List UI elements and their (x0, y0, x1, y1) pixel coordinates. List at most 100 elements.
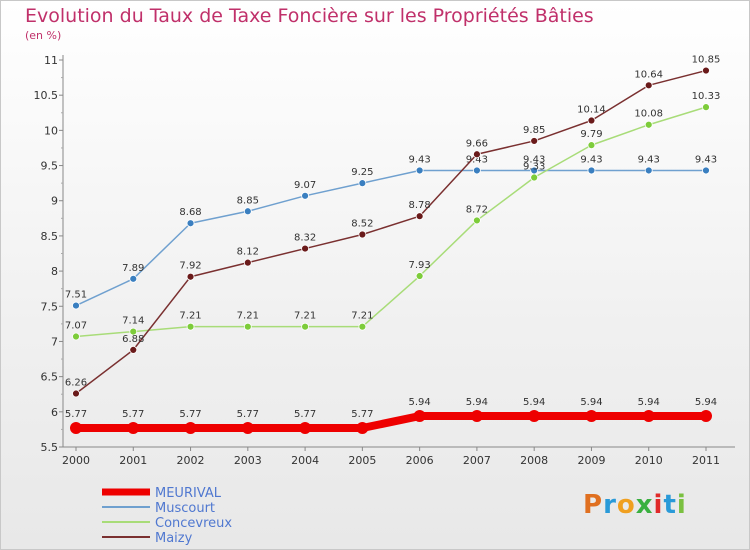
data-label-meurival: 5.77 (179, 409, 201, 420)
data-point-muscourt (358, 179, 367, 188)
y-tick-label: 8 (51, 265, 58, 278)
data-label-muscourt: 8.68 (179, 207, 201, 218)
logo-letter: r (603, 490, 617, 520)
data-label-meurival: 5.94 (523, 397, 545, 408)
legend-label-maizy: Maizy (155, 531, 193, 546)
data-label-meurival: 5.77 (294, 409, 316, 420)
data-label-maizy: 10.85 (692, 55, 721, 66)
data-label-concevreux: 9.79 (580, 129, 602, 140)
logo-letter: x (635, 490, 654, 520)
logo-letter: i (676, 490, 687, 520)
data-label-maizy: 9.85 (523, 125, 545, 136)
series-line-muscourt (75, 169, 707, 307)
unit-label: (en %) (25, 29, 62, 42)
logo-letter: o (616, 490, 636, 520)
data-label-maizy: 8.52 (351, 219, 373, 230)
data-point-concevreux (243, 322, 252, 331)
data-label-muscourt: 9.43 (638, 154, 660, 165)
data-label-meurival: 5.77 (351, 409, 373, 420)
data-point-maizy (587, 116, 596, 125)
data-label-muscourt: 9.43 (409, 154, 431, 165)
data-label-concevreux: 10.33 (692, 91, 721, 102)
data-point-concevreux (530, 173, 539, 182)
data-point-concevreux (186, 322, 195, 331)
data-label-meurival: 5.94 (638, 397, 660, 408)
data-point-meurival (356, 422, 369, 435)
data-label-meurival: 5.94 (409, 397, 431, 408)
x-tick-label: 2009 (577, 454, 605, 467)
x-tick-label: 2006 (406, 454, 434, 467)
x-tick-label: 2008 (520, 454, 548, 467)
data-label-meurival: 5.94 (580, 397, 602, 408)
y-tick-label: 7 (51, 335, 58, 348)
data-point-muscourt (186, 219, 195, 228)
data-point-meurival (700, 410, 712, 423)
data-point-concevreux (415, 272, 424, 280)
data-label-maizy: 10.14 (577, 105, 606, 116)
data-point-maizy (358, 230, 367, 239)
data-label-concevreux: 7.14 (122, 316, 144, 327)
data-point-concevreux (301, 322, 309, 331)
data-point-maizy (186, 272, 195, 281)
logo-letter: i (653, 490, 664, 520)
data-label-meurival: 5.77 (237, 409, 259, 420)
data-label-concevreux: 7.93 (409, 260, 431, 271)
data-point-maizy (243, 258, 252, 267)
data-label-meurival: 5.77 (65, 409, 87, 420)
data-point-maizy (301, 244, 309, 253)
data-point-meurival (642, 410, 655, 423)
data-point-concevreux (587, 141, 596, 150)
data-label-concevreux: 7.21 (237, 311, 259, 322)
data-point-muscourt (415, 166, 424, 175)
x-tick-label: 2000 (62, 454, 90, 467)
data-point-meurival (299, 422, 312, 435)
data-point-muscourt (72, 301, 80, 310)
data-label-muscourt: 9.43 (466, 154, 488, 165)
data-point-maizy (644, 81, 653, 90)
legend-label-concevreux: Concevreux (155, 516, 232, 531)
data-point-meurival (470, 410, 483, 423)
data-point-maizy (72, 389, 80, 398)
data-point-meurival (585, 410, 598, 423)
data-point-maizy (530, 137, 539, 145)
data-label-concevreux: 9.33 (523, 162, 545, 173)
y-tick-label: 6 (51, 406, 58, 419)
data-label-maizy: 6.26 (65, 378, 87, 389)
data-point-muscourt (587, 166, 596, 175)
x-tick-label: 2005 (348, 454, 376, 467)
data-label-muscourt: 9.43 (580, 154, 602, 165)
x-tick-label: 2011 (692, 454, 720, 467)
y-tick-label: 9.5 (41, 160, 59, 173)
data-label-muscourt: 9.43 (523, 154, 545, 165)
y-tick-label: 6.5 (41, 371, 59, 384)
legend-label-muscourt: Muscourt (155, 501, 215, 516)
x-tick-label: 2003 (234, 454, 262, 467)
data-point-concevreux (72, 332, 80, 341)
data-point-meurival (413, 410, 426, 423)
data-point-meurival (127, 422, 140, 435)
y-tick-label: 10 (44, 124, 58, 137)
data-label-muscourt: 7.51 (65, 290, 87, 301)
chart-title: Evolution du Taux de Taxe Foncière sur l… (25, 5, 594, 27)
data-label-maizy: 10.64 (634, 69, 663, 80)
data-point-maizy (473, 150, 481, 159)
data-label-meurival: 5.94 (466, 397, 488, 408)
data-label-concevreux: 10.08 (634, 109, 663, 120)
y-tick-label: 7.5 (41, 300, 59, 313)
data-point-concevreux (473, 216, 481, 225)
data-label-maizy: 7.92 (179, 261, 201, 272)
legend-label-meurival: MEURIVAL (155, 486, 222, 501)
data-point-concevreux (129, 327, 138, 336)
y-tick-label: 8.5 (41, 230, 59, 243)
series-line-maizy (75, 69, 707, 395)
data-label-maizy: 8.12 (237, 247, 259, 258)
data-point-maizy (702, 66, 710, 75)
data-label-meurival: 5.77 (122, 409, 144, 420)
data-point-maizy (415, 212, 424, 221)
data-label-concevreux: 7.21 (351, 311, 373, 322)
series-line-concevreux (75, 106, 707, 338)
x-tick-label: 2010 (635, 454, 663, 467)
data-point-maizy (129, 345, 138, 354)
